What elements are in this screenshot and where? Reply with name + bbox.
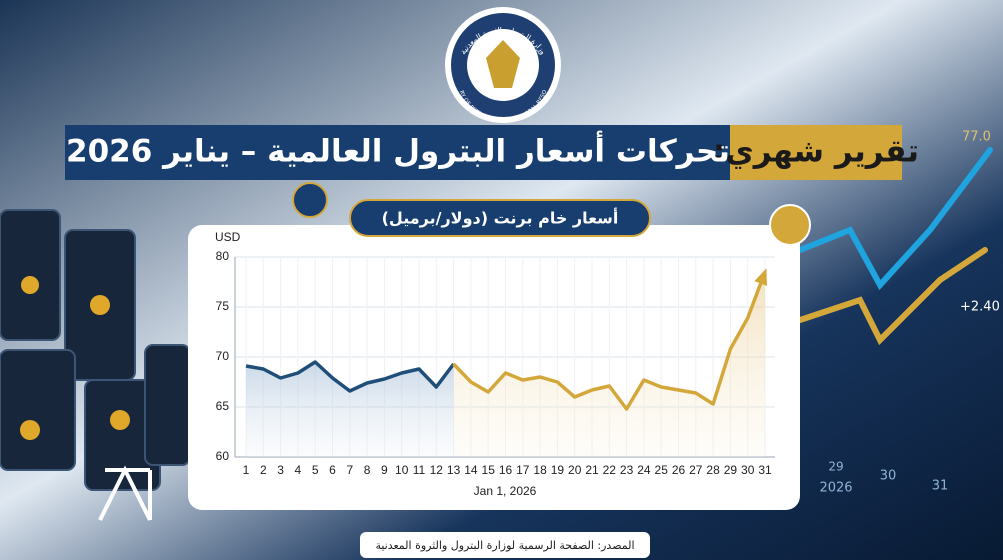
bg-day: 31 bbox=[932, 479, 949, 494]
chart-title-pill bbox=[349, 199, 651, 237]
source-box bbox=[360, 532, 650, 558]
title-box bbox=[65, 125, 730, 180]
bg-year: 2026 bbox=[819, 481, 852, 496]
title-highlight: تقرير شهري: bbox=[713, 134, 919, 170]
x-axis-label: Jan 1, 2026 bbox=[474, 484, 537, 498]
x-tick-label: 19 bbox=[551, 463, 565, 477]
x-tick-label: 7 bbox=[346, 463, 353, 477]
chart-title: أسعار خام برنت (دولار/برميل) bbox=[382, 208, 619, 228]
y-tick-label: 65 bbox=[216, 399, 230, 413]
bg-price: 77.0 bbox=[962, 130, 991, 145]
x-tick-label: 12 bbox=[430, 463, 444, 477]
x-tick-label: 17 bbox=[516, 463, 530, 477]
x-tick-label: 2 bbox=[260, 463, 267, 477]
title: تحركات أسعار البترول العالمية – يناير 20… bbox=[66, 131, 730, 170]
barrel-icons bbox=[20, 276, 130, 440]
bg-change: +2.40 bbox=[960, 300, 1000, 315]
x-tick-label: 30 bbox=[741, 463, 755, 477]
pump-jack bbox=[98, 465, 152, 521]
arrow-head bbox=[754, 268, 767, 286]
logo-eagle bbox=[486, 40, 520, 88]
x-tick-label: 13 bbox=[447, 463, 461, 477]
x-tick-label: 31 bbox=[758, 463, 772, 477]
y-tick-label: 75 bbox=[216, 299, 230, 313]
x-tick-label: 24 bbox=[637, 463, 651, 477]
x-tick-label: 22 bbox=[603, 463, 617, 477]
x-tick-label: 6 bbox=[329, 463, 336, 477]
y-tick-label: 70 bbox=[216, 349, 230, 363]
x-tick-label: 28 bbox=[706, 463, 720, 477]
x-tick-label: 29 bbox=[724, 463, 738, 477]
x-tick-label: 25 bbox=[655, 463, 669, 477]
area bbox=[453, 272, 765, 457]
x-tick-label: 8 bbox=[364, 463, 371, 477]
x-tick-label: 10 bbox=[395, 463, 409, 477]
x-tick-label: 3 bbox=[277, 463, 284, 477]
area bbox=[246, 362, 454, 457]
x-tick-label: 9 bbox=[381, 463, 388, 477]
x-tick-label: 21 bbox=[585, 463, 599, 477]
x-tick-label: 1 bbox=[243, 463, 250, 477]
background-chart bbox=[797, 147, 993, 346]
x-tick-label: 18 bbox=[533, 463, 547, 477]
x-tick-label: 15 bbox=[482, 463, 496, 477]
x-tick-label: 16 bbox=[499, 463, 513, 477]
bg-day: 30 bbox=[880, 469, 897, 484]
barrels bbox=[0, 209, 191, 491]
bg-day: 29 bbox=[828, 460, 843, 474]
x-tick-label: 5 bbox=[312, 463, 319, 477]
y-tick-label: 60 bbox=[216, 449, 230, 463]
x-tick-label: 11 bbox=[413, 463, 426, 477]
x-tick-label: 14 bbox=[464, 463, 478, 477]
x-tick-label: 4 bbox=[295, 463, 302, 477]
x-tick-label: 20 bbox=[568, 463, 582, 477]
x-tick-label: 23 bbox=[620, 463, 634, 477]
line bbox=[452, 271, 767, 411]
source: المصدر: الصفحة الرسمية لوزارة البترول وا… bbox=[375, 539, 634, 552]
growth-icon bbox=[769, 204, 811, 246]
title-highlight-box bbox=[730, 125, 902, 180]
x-tick-label: 26 bbox=[672, 463, 686, 477]
y-tick-label: 80 bbox=[216, 249, 230, 263]
y-axis-label: USD bbox=[215, 230, 241, 244]
x-tick-label: 27 bbox=[689, 463, 703, 477]
globe-icon bbox=[292, 182, 328, 218]
line bbox=[245, 360, 455, 393]
